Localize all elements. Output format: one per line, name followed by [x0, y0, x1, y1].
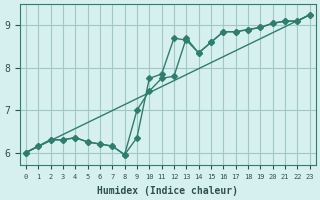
- X-axis label: Humidex (Indice chaleur): Humidex (Indice chaleur): [97, 186, 238, 196]
